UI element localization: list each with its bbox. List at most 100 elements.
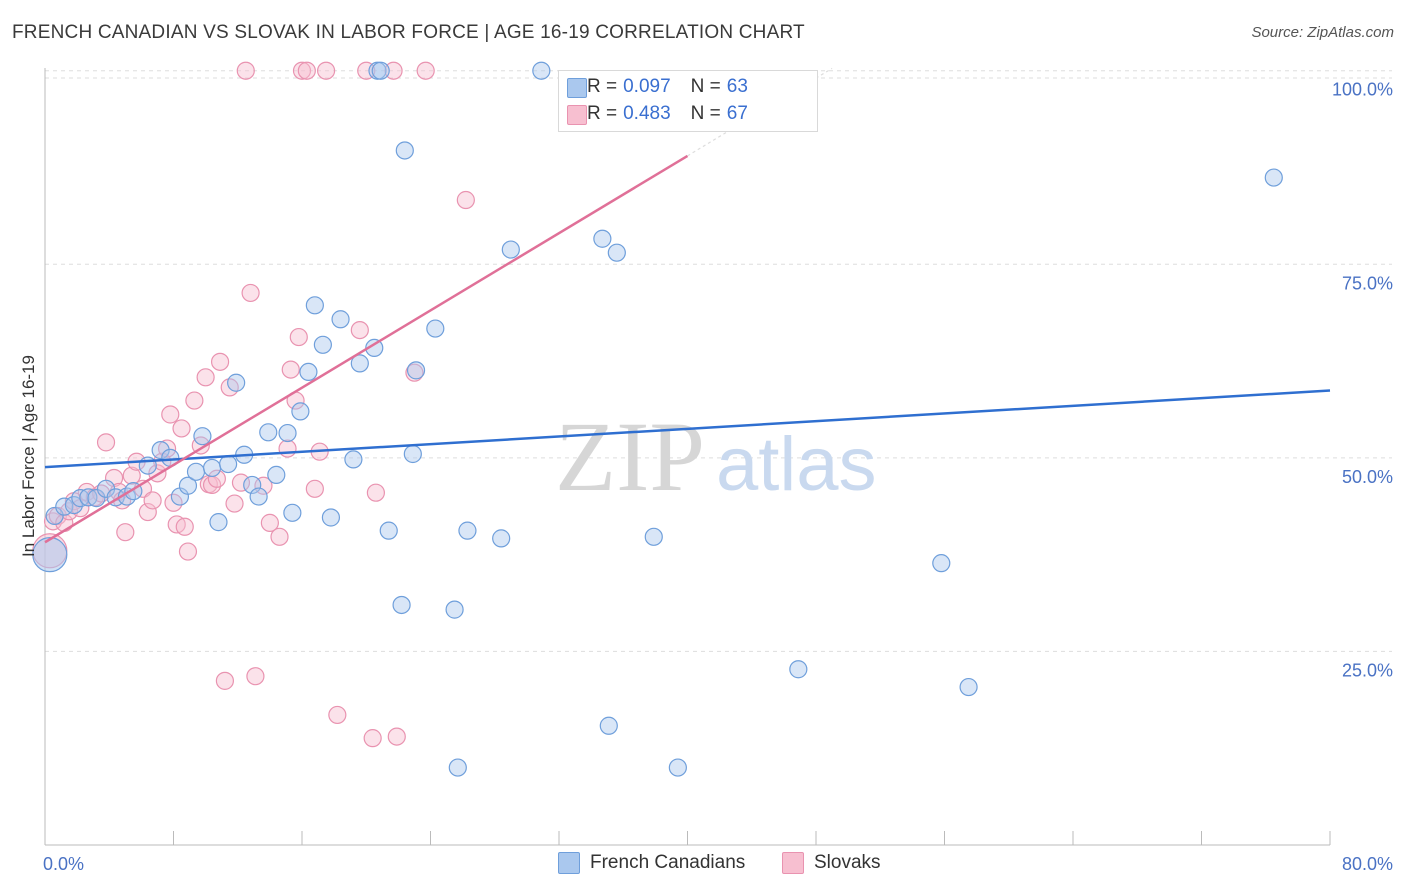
- french-canadians-point: [599, 716, 618, 735]
- legend-label-french-canadians: French Canadians: [590, 852, 746, 873]
- legend-row-french-canadians: R = 0.097 N = 63: [567, 74, 748, 100]
- french-canadians-point: [344, 450, 363, 469]
- french-canadians-point: [959, 677, 978, 697]
- legend-item-slovaks[interactable]: Slovaks: [782, 852, 881, 874]
- french-canadians-point: [392, 595, 411, 615]
- slovaks-point: [161, 405, 180, 424]
- correlation-legend: R = 0.097 N = 63 R = 0.483 N = 67: [558, 70, 818, 132]
- legend-row-slovaks: R = 0.483 N = 67: [567, 101, 748, 127]
- slovaks-point: [143, 491, 162, 510]
- french-canadians-point: [932, 554, 951, 573]
- french-canadians-point: [379, 521, 398, 540]
- slovaks-point: [281, 360, 300, 379]
- axes: [44, 68, 1331, 846]
- french-canadians-point: [403, 444, 422, 464]
- legend-r-value: 0.097: [623, 76, 671, 97]
- french-canadians-point: [350, 354, 369, 373]
- french-canadians-point: [186, 462, 206, 481]
- source-credit: Source: ZipAtlas.com: [1251, 24, 1394, 41]
- legend-swatch-pink: [782, 852, 804, 874]
- slovaks-point: [289, 327, 308, 347]
- legend-r-value: 0.483: [623, 103, 671, 124]
- french-canadians-point: [87, 489, 106, 508]
- legend-item-french-canadians[interactable]: French Canadians: [558, 852, 745, 874]
- slovaks-point: [96, 433, 116, 452]
- french-canadians-point: [219, 454, 238, 474]
- slovaks-trend-line: [44, 154, 689, 544]
- slovaks-point: [316, 61, 336, 80]
- french-canadians-trend-line: [44, 389, 1331, 469]
- slovaks-point: [116, 523, 135, 542]
- french-canadians-point: [607, 243, 626, 262]
- y-tick-label: 50.0%: [1342, 467, 1393, 487]
- french-canadians-point: [321, 508, 341, 527]
- french-canadians-point: [151, 441, 170, 460]
- slovaks-point: [456, 190, 475, 210]
- watermark-atlas: atlas: [716, 422, 877, 507]
- tick-labels: 25.0% 50.0% 75.0% 100.0% 0.0% 80.0%: [43, 80, 1393, 874]
- slovaks-point: [366, 483, 385, 502]
- watermark-zip: ZIP: [555, 401, 705, 512]
- french-canadians-point: [291, 402, 310, 421]
- slovaks-point: [363, 729, 382, 748]
- slovaks-point: [241, 283, 260, 303]
- french-canadians-point: [32, 537, 68, 573]
- french-canadians-point: [283, 503, 302, 522]
- y-tick-label: 25.0%: [1342, 660, 1393, 680]
- slovaks-points: [32, 61, 702, 748]
- slovaks-point: [292, 61, 312, 80]
- slovaks-point: [138, 502, 157, 522]
- french-canadians-point: [458, 521, 477, 540]
- slovaks-point: [185, 391, 204, 410]
- slovaks-point: [210, 352, 230, 371]
- french-canadians-point: [426, 319, 445, 338]
- series-legend: French Canadians Slovaks: [0, 852, 1406, 878]
- french-canadians-point: [267, 465, 286, 484]
- x-tick-label-min: 0.0%: [43, 854, 84, 874]
- french-canadians-point: [371, 61, 390, 80]
- slovaks-point: [387, 727, 406, 746]
- chart-title: FRENCH CANADIAN VS SLOVAK IN LABOR FORCE…: [12, 22, 805, 43]
- french-canadians-point: [532, 61, 551, 80]
- slovaks-point: [236, 61, 255, 80]
- french-canadians-point: [299, 362, 318, 382]
- french-canadians-point: [178, 476, 198, 495]
- slovaks-point: [384, 61, 403, 80]
- slovaks-point: [215, 671, 234, 690]
- french-canadians-point: [501, 240, 520, 259]
- french-canadians-point: [278, 423, 297, 443]
- french-canadians-point: [193, 427, 212, 446]
- slovaks-point: [122, 466, 141, 485]
- slovaks-point: [305, 479, 324, 498]
- y-axis-title: In Labor Force | Age 16-19: [19, 355, 38, 557]
- french-canadians-point: [305, 296, 324, 315]
- french-canadians-point: [209, 513, 228, 532]
- slovaks-point: [416, 61, 435, 80]
- gridlines: [45, 70, 1392, 652]
- slovaks-point: [328, 705, 347, 725]
- french-canadians-point: [789, 660, 808, 679]
- french-canadians-point: [313, 335, 332, 354]
- legend-n-label: N =: [690, 76, 721, 97]
- legend-n-value: 63: [726, 76, 748, 97]
- legend-r-label: R =: [587, 103, 618, 124]
- french-canadians-point: [259, 423, 278, 442]
- french-canadians-points: [32, 61, 1283, 777]
- slovaks-point: [225, 494, 244, 513]
- slovaks-point: [270, 527, 289, 546]
- french-canadians-point: [445, 600, 464, 619]
- french-canadians-point: [593, 229, 612, 248]
- y-tick-label: 75.0%: [1342, 273, 1393, 293]
- french-canadians-point: [1264, 168, 1283, 187]
- slovaks-point: [196, 368, 215, 387]
- watermark: ZIP atlas: [555, 401, 877, 512]
- slovaks-point: [175, 517, 194, 536]
- french-canadians-point: [249, 487, 268, 506]
- french-canadians-point: [45, 506, 64, 526]
- y-tick-label: 100.0%: [1332, 80, 1393, 100]
- french-canadians-point: [448, 758, 467, 777]
- french-canadians-point: [202, 458, 222, 478]
- french-canadians-point: [64, 495, 84, 515]
- x-tick-label-max: 80.0%: [1342, 854, 1393, 874]
